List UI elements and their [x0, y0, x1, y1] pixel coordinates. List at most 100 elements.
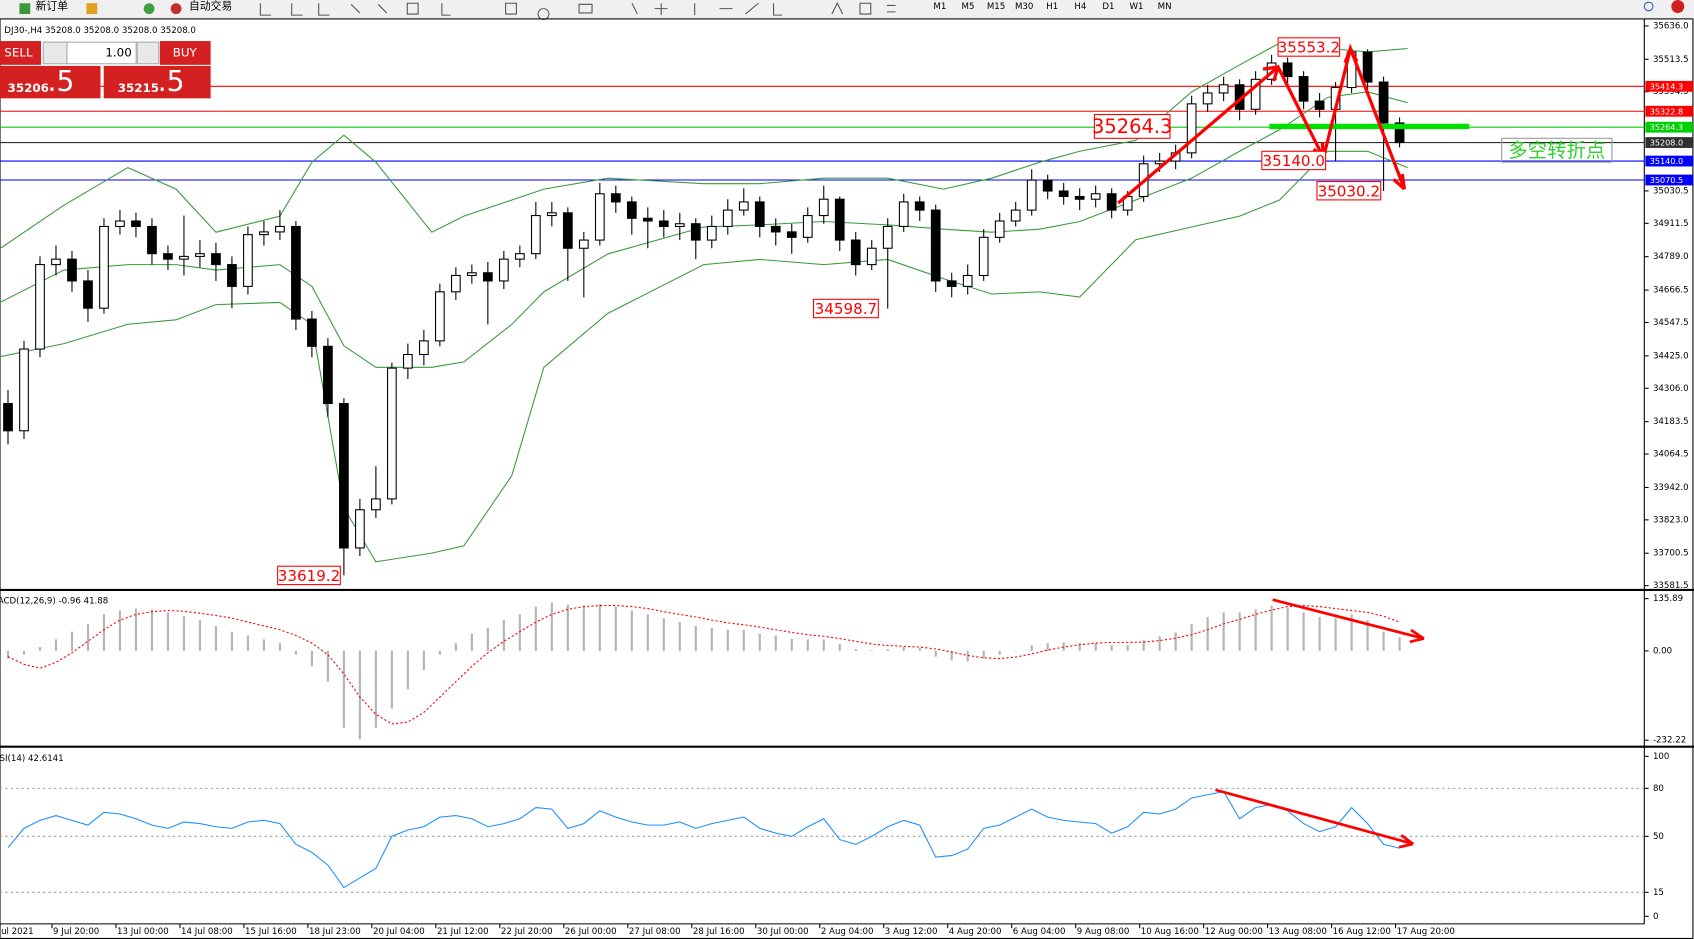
- alert-icon[interactable]: [1671, 0, 1685, 13]
- ask-frac[interactable]: .5: [158, 65, 185, 98]
- candle-body: [962, 274, 973, 287]
- timeframe[interactable]: MN: [1158, 2, 1172, 12]
- bid-frac[interactable]: .5: [48, 65, 75, 98]
- search-icon[interactable]: [1643, 1, 1654, 12]
- macd-bar: [326, 650, 329, 682]
- new-order[interactable]: 新订单: [36, 0, 69, 12]
- icon[interactable]: [19, 3, 31, 15]
- candle-body: [275, 225, 285, 233]
- macd-bar: [102, 614, 106, 651]
- annotation: 35553.2: [1278, 39, 1340, 57]
- macd-bar: [854, 648, 857, 651]
- y-tick-label: 34064.5: [1653, 450, 1689, 460]
- icon[interactable]: [170, 3, 182, 15]
- macd-bar: [518, 614, 521, 651]
- macd-arrow: [1272, 598, 1425, 644]
- x-tick-label: 10 Aug 16:00: [1141, 927, 1199, 937]
- candle-body: [946, 280, 957, 287]
- candle-body: [99, 225, 109, 309]
- timeframe[interactable]: M5: [962, 2, 975, 12]
- timeframe[interactable]: M15: [987, 2, 1005, 12]
- macd-bar: [534, 606, 537, 651]
- macd-bar: [550, 602, 553, 651]
- macd-bar: [694, 625, 697, 651]
- sell-button[interactable]: [0, 41, 42, 65]
- y-tick-label: 34789.0: [1653, 252, 1689, 262]
- y-tick-label: 34911.5: [1653, 219, 1689, 229]
- candle-body: [1106, 193, 1117, 211]
- timeframe[interactable]: M30: [1015, 2, 1033, 12]
- y-tick-label: 33581.5: [1653, 581, 1689, 591]
- ask-main[interactable]: 35215: [118, 81, 159, 95]
- auto-trade[interactable]: 自动交易: [189, 0, 232, 12]
- x-tick-label: 9 Aug 08:00: [1077, 927, 1130, 937]
- x-tick-label: 2 Aug 04:00: [821, 927, 874, 937]
- macd-bar: [902, 647, 905, 651]
- macd-bar: [454, 643, 457, 651]
- buy-label[interactable]: BUY: [173, 45, 198, 59]
- timeframe[interactable]: H1: [1046, 2, 1058, 12]
- macd-bar: [1286, 607, 1289, 651]
- y-tick-label: 33942.0: [1653, 483, 1689, 493]
- sell-label[interactable]: SELL: [4, 45, 33, 59]
- candle-body: [882, 225, 893, 249]
- y-tick-label: 33823.0: [1653, 515, 1689, 525]
- candle-body: [770, 225, 781, 233]
- candle-body: [3, 402, 13, 432]
- macd-bar: [870, 650, 873, 651]
- macd-bar: [422, 650, 425, 671]
- icon[interactable]: [86, 3, 98, 15]
- buy-button[interactable]: [159, 41, 211, 65]
- macd-bar: [438, 650, 441, 655]
- annotation: 35264.3: [1092, 115, 1172, 138]
- x-tick-label: 17 Aug 20:00: [1397, 927, 1455, 937]
- x-tick-label: 14 Jul 08:00: [181, 927, 233, 937]
- timeframe[interactable]: W1: [1130, 2, 1144, 12]
- bollinger-band: [0, 42, 1408, 249]
- candle-body: [914, 201, 925, 211]
- timeframe[interactable]: D1: [1102, 2, 1114, 12]
- price-tag-label: 35264.3: [1650, 122, 1683, 132]
- macd-bar: [374, 650, 377, 728]
- candle-body: [898, 201, 909, 227]
- macd-bar: [502, 620, 505, 651]
- y-tick-label: 15: [1653, 888, 1664, 898]
- macd-bar: [1302, 612, 1305, 651]
- lot-input[interactable]: [66, 41, 137, 65]
- macd-bar: [934, 650, 937, 657]
- bid-box[interactable]: [0, 65, 101, 99]
- rsi-line: [7, 791, 1400, 889]
- macd-bar: [822, 639, 825, 651]
- timeframe[interactable]: M1: [933, 2, 946, 12]
- candle-body: [866, 247, 877, 266]
- candle-body: [674, 223, 685, 227]
- macd-bar: [630, 610, 633, 651]
- bollinger-band: [0, 150, 1408, 563]
- bid-main[interactable]: 35206: [8, 81, 49, 95]
- ask-box[interactable]: [103, 65, 211, 99]
- macd-bar: [278, 643, 281, 651]
- lot-value[interactable]: 1.00: [105, 45, 131, 59]
- macd-bar: [790, 638, 793, 651]
- timeframe[interactable]: H4: [1074, 2, 1086, 12]
- lot-down[interactable]: [42, 41, 68, 65]
- macd-bar: [662, 618, 665, 651]
- toolbar-icons[interactable]: [259, 2, 896, 20]
- macd-bar: [166, 612, 170, 651]
- macd-bar: [1270, 605, 1273, 651]
- candle-body: [642, 217, 653, 222]
- candle-body: [978, 236, 989, 277]
- lot-up[interactable]: [136, 41, 160, 65]
- macd-bar: [1110, 645, 1113, 651]
- icon[interactable]: [143, 3, 155, 15]
- candle-body: [530, 215, 541, 255]
- candle-body: [451, 274, 461, 293]
- macd-bar: [262, 639, 266, 651]
- macd-bar: [470, 633, 473, 651]
- x-tick-label: ul 2021: [1, 927, 34, 937]
- candle-body: [850, 239, 861, 266]
- candle-body: [834, 198, 845, 241]
- candle-body: [578, 239, 589, 249]
- x-tick-label: 27 Jul 08:00: [629, 927, 681, 937]
- macd-bar: [678, 622, 681, 651]
